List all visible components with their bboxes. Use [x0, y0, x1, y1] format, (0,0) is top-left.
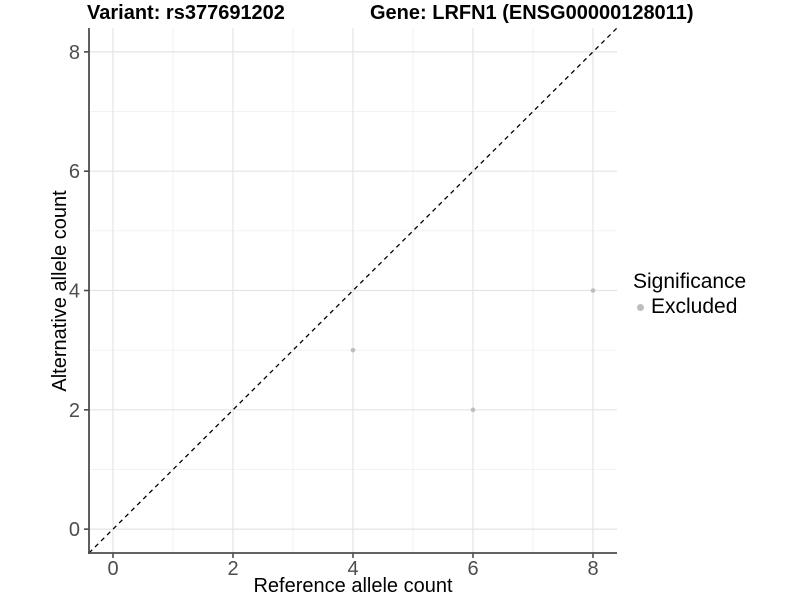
gene-title: Gene: LRFN1 (ENSG00000128011): [370, 2, 694, 24]
y-tick-label: 0: [69, 519, 80, 541]
data-point: [590, 288, 596, 293]
major-gridlines: [89, 28, 617, 553]
x-axis-ticks: 0 2 4 6 8: [107, 553, 599, 580]
x-tick-label: 4: [347, 558, 358, 580]
x-tick-label: 0: [107, 558, 118, 580]
y-tick-label: 2: [69, 400, 80, 422]
legend-title: Significance: [633, 270, 747, 293]
y-axis-ticks: 0 2 4 6 8: [69, 42, 89, 541]
legend-item-label: Excluded: [651, 295, 738, 318]
variant-title: Variant: rs377691202: [87, 2, 285, 24]
data-point: [470, 407, 476, 413]
legend-item-excluded: Excluded: [633, 296, 746, 318]
y-tick-label: 4: [69, 281, 80, 303]
x-axis-title: Reference allele count: [253, 575, 452, 597]
x-tick-label: 8: [587, 558, 598, 580]
y-tick-label: 6: [69, 161, 80, 183]
data-point: [350, 347, 356, 353]
y-axis-title: Alternative allele count: [49, 190, 71, 392]
y-tick-label: 8: [69, 42, 80, 64]
excluded-point-icon: [637, 303, 644, 311]
x-tick-label: 6: [467, 558, 478, 580]
x-tick-label: 2: [227, 558, 238, 580]
data-points: [350, 288, 596, 413]
legend: Significance Excluded: [633, 271, 746, 318]
